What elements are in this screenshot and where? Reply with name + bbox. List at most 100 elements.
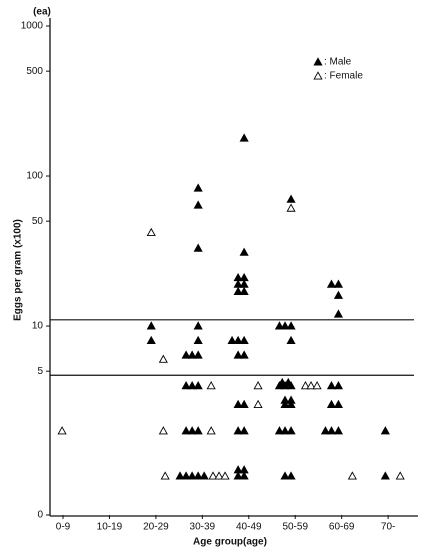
- point: [286, 203, 296, 212]
- y-axis-label: Eggs per gram (x100): [13, 219, 24, 321]
- x-tick-label: 50-59: [282, 522, 308, 533]
- point: [199, 471, 209, 480]
- point: [206, 426, 216, 435]
- point: [277, 377, 287, 387]
- point: [233, 399, 243, 408]
- point: [233, 286, 243, 295]
- point: [181, 381, 191, 390]
- point: [326, 381, 337, 390]
- y-tick-label: 1000: [21, 21, 44, 32]
- point: [181, 426, 191, 435]
- legend-label: : Female: [324, 71, 363, 82]
- point: [280, 399, 290, 408]
- point: [187, 381, 197, 390]
- y-unit: (ea): [33, 7, 51, 18]
- x-tick-label: 10-19: [97, 522, 123, 533]
- y-tick-label: 500: [26, 66, 43, 77]
- x-axis-label: Age group(age): [193, 537, 267, 548]
- point: [333, 426, 343, 435]
- point: [274, 321, 285, 330]
- point: [280, 426, 290, 435]
- point: [187, 471, 197, 480]
- point: [146, 227, 156, 237]
- point: [333, 279, 343, 288]
- point: [193, 335, 203, 345]
- point: [380, 471, 390, 480]
- point: [333, 399, 343, 408]
- point: [239, 247, 249, 256]
- x-tick-label: 30-39: [190, 522, 216, 533]
- point: [193, 350, 203, 359]
- point: [347, 471, 357, 480]
- point: [233, 471, 243, 480]
- point: [333, 290, 343, 299]
- x-tick-label: 20-29: [143, 522, 169, 533]
- point: [274, 426, 285, 435]
- legend-marker: [313, 57, 323, 66]
- point: [193, 471, 203, 480]
- point: [395, 471, 405, 480]
- point: [233, 350, 243, 359]
- point: [239, 471, 249, 480]
- point: [280, 471, 290, 480]
- point: [146, 335, 156, 345]
- point: [181, 471, 191, 480]
- point: [300, 381, 311, 390]
- point: [320, 426, 330, 435]
- y-tick-label: 100: [26, 171, 43, 182]
- point: [380, 426, 390, 435]
- point: [193, 183, 203, 192]
- point: [239, 399, 249, 408]
- point: [239, 286, 249, 295]
- point: [233, 426, 243, 435]
- legend-marker: [313, 71, 323, 80]
- point: [306, 381, 316, 390]
- x-tick-label: 70-: [381, 522, 395, 533]
- legend-label: : Male: [324, 57, 352, 68]
- point: [253, 381, 263, 390]
- point: [239, 426, 249, 435]
- point: [57, 426, 67, 435]
- point: [175, 471, 185, 480]
- point: [158, 426, 168, 435]
- point: [193, 200, 203, 209]
- point: [206, 381, 216, 390]
- point: [146, 321, 156, 330]
- y-tick-label: 5: [37, 366, 43, 377]
- point: [286, 426, 296, 435]
- point: [326, 426, 337, 435]
- point: [233, 335, 243, 345]
- y-tick-label: 50: [32, 216, 44, 227]
- point: [160, 471, 170, 480]
- point: [333, 309, 343, 318]
- point: [239, 350, 249, 359]
- x-tick-label: 0-9: [56, 522, 71, 533]
- point: [333, 381, 343, 390]
- x-tick-label: 60-69: [329, 522, 355, 533]
- point: [239, 133, 249, 142]
- point: [158, 354, 168, 363]
- point: [227, 335, 237, 345]
- point: [326, 279, 337, 288]
- point: [193, 381, 203, 390]
- point: [193, 321, 203, 330]
- point: [208, 471, 218, 480]
- point: [280, 321, 290, 330]
- y-tick-label: 0: [37, 510, 43, 521]
- point: [312, 381, 322, 390]
- point: [220, 471, 230, 480]
- point: [193, 426, 203, 435]
- point: [283, 377, 293, 387]
- point: [286, 471, 296, 480]
- point: [239, 335, 249, 345]
- point: [286, 399, 296, 408]
- point: [187, 426, 197, 435]
- point: [286, 335, 296, 345]
- point: [181, 350, 191, 359]
- y-tick-label: 10: [32, 321, 44, 332]
- point: [286, 321, 296, 330]
- point: [253, 399, 263, 408]
- point: [214, 471, 224, 480]
- point: [286, 194, 296, 203]
